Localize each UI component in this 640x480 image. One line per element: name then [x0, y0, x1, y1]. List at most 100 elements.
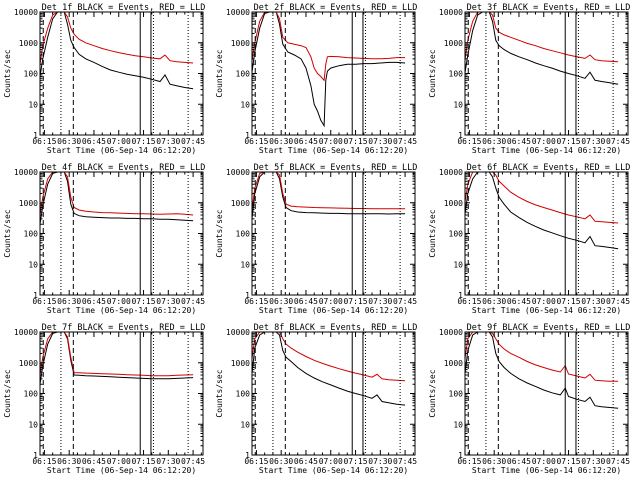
series-events-line — [465, 332, 619, 409]
plot-frame — [39, 11, 204, 136]
series-events-line — [465, 172, 619, 250]
x-tick-label: 06:45 — [82, 297, 106, 306]
y-tick-label: 1000 — [231, 199, 250, 208]
y-axis-title: Counts/sec — [3, 369, 12, 417]
y-axis-title: Counts/sec — [428, 209, 437, 257]
x-tick-label: 07:30 — [368, 137, 392, 146]
series-lld-line — [465, 172, 619, 224]
x-tick-label: 07:30 — [368, 297, 392, 306]
plot-frame — [464, 331, 629, 456]
y-tick-label: 100 — [449, 390, 464, 399]
y-tick-label: 10000 — [226, 328, 250, 337]
x-tick-label: 06:15 — [32, 457, 56, 466]
series-lld-line — [252, 332, 406, 382]
y-tick-label: 1 — [458, 451, 463, 460]
x-tick-label: 06:45 — [82, 137, 106, 146]
x-tick-label: 07:45 — [393, 457, 417, 466]
y-tick-label: 100 — [24, 390, 39, 399]
series-lld-line — [252, 12, 406, 82]
panel-5: 1 10 100 1000 10000 06:15 06:30 06:45 07:00 07:15… — [215, 163, 417, 315]
panel-title: Det 1f BLACK = Events, RED = LLD — [42, 3, 206, 13]
x-tick-label: 07:30 — [156, 297, 180, 306]
panel-title: Det 8f BLACK = Events, RED = LLD — [254, 323, 418, 333]
x-tick-label: 07:00 — [107, 297, 131, 306]
x-tick-label: 06:45 — [507, 137, 531, 146]
y-tick-label: 1000 — [231, 39, 250, 48]
plot-frame — [39, 171, 204, 296]
x-tick-label: 07:45 — [393, 297, 417, 306]
series-events-line — [465, 12, 619, 85]
x-tick-label: 06:30 — [482, 297, 506, 306]
y-axis-title: Counts/sec — [215, 369, 224, 417]
x-axis-title: Start Time (06-Sep-14 06:12:20) — [259, 146, 408, 155]
series-lld-line — [252, 172, 406, 215]
plot-frame — [251, 171, 416, 296]
x-axis-title: Start Time (06-Sep-14 06:12:20) — [47, 146, 196, 155]
x-tick-label: 07:30 — [581, 137, 605, 146]
series-events-line — [40, 172, 194, 228]
plot-frame — [251, 331, 416, 456]
x-tick-label: 06:30 — [57, 137, 81, 146]
y-tick-label: 10 — [453, 100, 463, 109]
x-tick-label: 06:30 — [482, 457, 506, 466]
x-tick-label: 07:15 — [131, 297, 155, 306]
series-lld-line — [465, 332, 619, 382]
x-tick-label: 07:45 — [606, 457, 630, 466]
x-tick-label: 07:15 — [131, 457, 155, 466]
x-tick-label: 07:15 — [131, 137, 155, 146]
x-tick-label: 06:45 — [507, 297, 531, 306]
x-tick-label: 06:30 — [269, 297, 293, 306]
panel-4: 1 10 100 1000 10000 06:15 06:30 06:45 07:00 07:15… — [3, 163, 205, 315]
x-tick-label: 07:00 — [532, 137, 556, 146]
y-tick-label: 10 — [28, 260, 38, 269]
x-axis-title: Start Time (06-Sep-14 06:12:20) — [472, 466, 621, 475]
y-tick-label: 1000 — [444, 359, 463, 368]
y-tick-label: 10000 — [14, 8, 38, 17]
x-axis-title: Start Time (06-Sep-14 06:12:20) — [47, 306, 196, 315]
y-tick-label: 10 — [28, 420, 38, 429]
x-tick-label: 07:15 — [556, 137, 580, 146]
x-tick-label: 07:15 — [556, 457, 580, 466]
x-tick-label: 06:15 — [32, 297, 56, 306]
x-tick-label: 07:00 — [107, 457, 131, 466]
series-lld-line — [40, 332, 194, 379]
x-tick-label: 06:30 — [57, 457, 81, 466]
y-tick-label: 10000 — [226, 168, 250, 177]
y-axis-title: Counts/sec — [428, 369, 437, 417]
y-tick-label: 1000 — [231, 359, 250, 368]
panel-title: Det 4f BLACK = Events, RED = LLD — [42, 163, 206, 173]
y-tick-label: 10000 — [439, 8, 463, 17]
panel-7: 1 10 100 1000 10000 06:15 06:30 06:45 07:00 07:15… — [3, 323, 205, 475]
series-events-line — [252, 172, 406, 224]
x-tick-label: 06:30 — [269, 457, 293, 466]
x-tick-label: 06:15 — [32, 137, 56, 146]
plot-frame — [39, 331, 204, 456]
panel-title: Det 2f BLACK = Events, RED = LLD — [254, 3, 418, 13]
x-axis-title: Start Time (06-Sep-14 06:12:20) — [472, 146, 621, 155]
x-tick-label: 06:30 — [269, 137, 293, 146]
y-axis-title: Counts/sec — [215, 49, 224, 97]
series-events-line — [252, 12, 406, 128]
y-tick-label: 10 — [453, 420, 463, 429]
x-tick-label: 06:15 — [457, 297, 481, 306]
y-tick-label: 10 — [240, 420, 250, 429]
x-tick-label: 07:15 — [556, 297, 580, 306]
y-tick-label: 1 — [33, 131, 38, 140]
plot-frame — [464, 11, 629, 136]
x-tick-label: 07:45 — [181, 457, 205, 466]
series-events-line — [40, 332, 194, 388]
y-tick-label: 1 — [245, 291, 250, 300]
x-tick-label: 06:15 — [244, 457, 268, 466]
x-tick-label: 07:45 — [606, 297, 630, 306]
x-tick-label: 07:30 — [156, 137, 180, 146]
panel-3: 1 10 100 1000 10000 06:15 06:30 06:45 07:00 07:15… — [428, 3, 630, 155]
x-tick-label: 07:00 — [319, 297, 343, 306]
x-tick-label: 07:45 — [606, 137, 630, 146]
x-tick-label: 06:45 — [82, 457, 106, 466]
x-axis-title: Start Time (06-Sep-14 06:12:20) — [259, 306, 408, 315]
x-tick-label: 06:30 — [57, 297, 81, 306]
y-tick-label: 1000 — [19, 359, 38, 368]
x-axis-title: Start Time (06-Sep-14 06:12:20) — [259, 466, 408, 475]
y-tick-label: 100 — [236, 390, 251, 399]
series-events-line — [40, 12, 194, 90]
